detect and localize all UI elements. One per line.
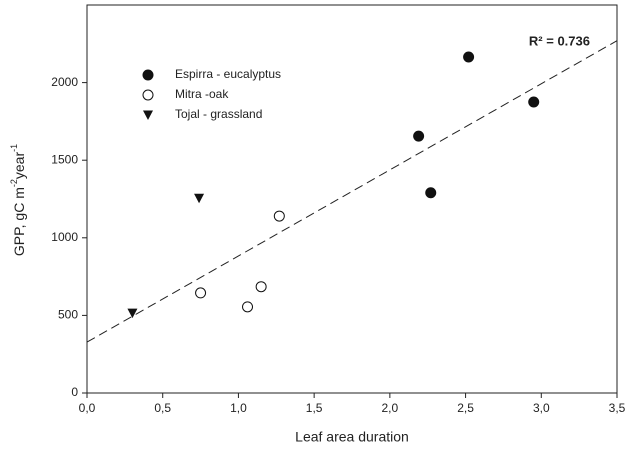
- x-tick-label: 3,5: [609, 401, 626, 415]
- x-tick-label: 3,0: [533, 401, 550, 415]
- y-tick-label: 1500: [51, 152, 78, 166]
- y-tick-label: 500: [58, 308, 78, 322]
- x-axis-label: Leaf area duration: [295, 429, 409, 445]
- marker: [425, 187, 437, 199]
- marker: [273, 210, 285, 222]
- legend-marker: [142, 69, 154, 81]
- legend-marker: [142, 89, 154, 101]
- marker: [195, 287, 207, 299]
- marker: [255, 281, 267, 293]
- x-tick-label: 0,0: [79, 401, 96, 415]
- x-tick-label: 0,5: [154, 401, 171, 415]
- marker: [413, 130, 425, 142]
- marker: [463, 51, 475, 63]
- marker: [242, 301, 254, 313]
- legend-label: Tojal - grassland: [175, 107, 262, 121]
- y-label-part: -1: [9, 144, 19, 152]
- legend-label: Mitra -oak: [175, 87, 229, 101]
- y-label-part: GPP, gC m: [11, 187, 27, 256]
- trendline: [86, 40, 618, 343]
- marker: [127, 308, 138, 319]
- y-tick-label: 0: [71, 385, 78, 399]
- marker: [194, 193, 205, 204]
- plot-frame: [86, 4, 618, 394]
- y-label-part: year: [11, 152, 27, 180]
- y-tick-label: 2000: [51, 75, 78, 89]
- marker: [528, 96, 540, 108]
- x-tick-label: 2,0: [382, 401, 399, 415]
- legend-label: Espirra - eucalyptus: [175, 67, 281, 81]
- legend-marker: [143, 110, 153, 120]
- y-axis-label: GPP, gC m-2year-1: [9, 144, 26, 256]
- y-tick-label: 1000: [51, 230, 78, 244]
- annotation: R² = 0.736: [529, 33, 590, 48]
- x-tick-label: 1,0: [230, 401, 247, 415]
- x-tick-label: 2,5: [457, 401, 474, 415]
- x-tick-label: 1,5: [306, 401, 323, 415]
- y-label-part: -2: [9, 179, 19, 187]
